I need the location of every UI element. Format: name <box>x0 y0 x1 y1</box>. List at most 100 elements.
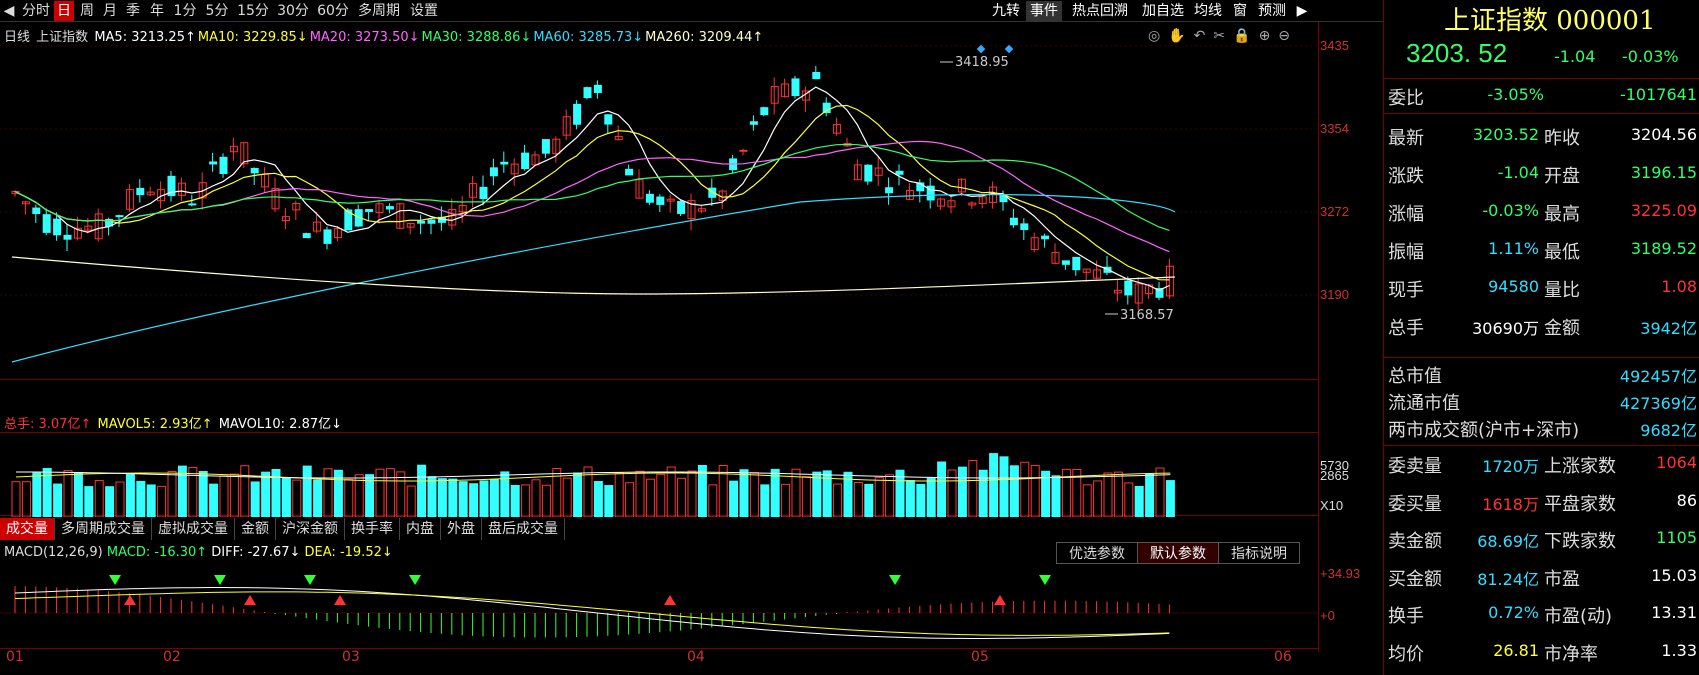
volume-bar <box>198 471 208 518</box>
chart-tool-icon-4[interactable]: 🔒 <box>1233 28 1251 44</box>
candle-body <box>1072 256 1081 271</box>
candle-body <box>448 209 457 226</box>
toolbar-period-7[interactable]: 1分 <box>173 3 197 19</box>
indicator-tab-3[interactable]: 金额 <box>235 518 276 540</box>
toolbar-right-0[interactable]: 九转 <box>992 3 1020 19</box>
quote-row-0: 最新 3203.52 昨收 3204.56 <box>1384 120 1699 150</box>
toolbar-period-9[interactable]: 15分 <box>237 3 269 19</box>
kline-chart[interactable]: 3418.95 3168.57 <box>0 22 1318 380</box>
volume-panel[interactable] <box>0 432 1318 518</box>
date-label-06: 06 <box>1274 649 1292 665</box>
toolbar-period-12[interactable]: 多周期 <box>358 3 400 19</box>
toolbar-period-6[interactable]: 年 <box>150 3 164 19</box>
kline-panel[interactable]: 3418.95 3168.57 <box>0 22 1318 380</box>
toolbar-period-13[interactable]: 设置 <box>410 3 438 19</box>
volume-bar <box>53 483 63 518</box>
toolbar-period-5[interactable]: 季 <box>126 3 140 19</box>
toolbar-prev[interactable]: ◀ <box>3 3 15 19</box>
candle-body <box>385 206 394 210</box>
quote-row-0: 委卖量 1720万 上涨家数 1064 <box>1384 448 1699 478</box>
candle-body <box>1041 235 1050 240</box>
volume-bar <box>677 477 687 518</box>
macd-chart[interactable] <box>0 565 1318 649</box>
toolbar-right-2[interactable]: 热点回溯 <box>1072 3 1128 19</box>
macd-param-button-1[interactable]: 默认参数 <box>1137 542 1219 564</box>
indicator-tab-8[interactable]: 盘后成交量 <box>482 518 565 540</box>
macd-param-buttons: 优选参数 默认参数 指标说明 <box>1056 542 1300 564</box>
chart-tool-icon-2[interactable]: ↶ <box>1193 28 1206 44</box>
quote-key2: 上涨家数 <box>1544 456 1616 477</box>
indicator-tab-4[interactable]: 沪深金额 <box>276 518 345 540</box>
chart-tool-icon-0[interactable]: ◎ <box>1148 28 1161 44</box>
volume-bar <box>1165 480 1175 518</box>
toolbar-period-11[interactable]: 60分 <box>317 3 349 19</box>
toolbar-period-3[interactable]: 周 <box>80 3 94 19</box>
dea-value: DEA: -19.52↓ <box>304 545 393 560</box>
toolbar-right-4[interactable]: 均线 <box>1194 3 1222 19</box>
indicator-tab-5[interactable]: 换手率 <box>345 518 400 540</box>
quote-value2: 86 <box>1676 490 1697 510</box>
candle-body <box>375 203 384 214</box>
candle-body <box>791 78 800 97</box>
candle-body <box>21 201 30 205</box>
candle-body <box>333 228 342 239</box>
ma-label-4: MA60: 3285.73↓ <box>533 30 644 45</box>
candle-body <box>937 198 946 207</box>
volume-bar <box>885 474 895 518</box>
toolbar-right-1[interactable]: 事件 <box>1026 1 1062 21</box>
sell-arrow-icon <box>109 575 121 585</box>
indicator-tab-2[interactable]: 虚拟成交量 <box>152 518 235 540</box>
macd-param-button-2[interactable]: 指标说明 <box>1218 542 1300 564</box>
macd-param-button-0[interactable]: 优选参数 <box>1056 542 1138 564</box>
volume-bar <box>916 483 926 518</box>
candle-body <box>614 135 623 140</box>
candle-body <box>1093 269 1102 279</box>
candle-body <box>687 200 696 220</box>
toolbar-period-2[interactable]: 日 <box>54 1 74 21</box>
volume-bar <box>250 481 260 518</box>
chart-tool-icon-6[interactable]: ⊖ <box>1278 28 1291 44</box>
candle-body <box>1051 252 1060 264</box>
candle-body <box>666 198 675 202</box>
toolbar-period-10[interactable]: 30分 <box>277 3 309 19</box>
toolbar-right-6[interactable]: 预测 <box>1258 3 1286 19</box>
chart-tool-icon-5[interactable]: ⊕ <box>1258 28 1271 44</box>
quote-key: 涨跌 <box>1388 166 1424 187</box>
quote-value2: 1.33 <box>1661 640 1697 660</box>
quote-change: -1.04 <box>1554 47 1596 66</box>
volume-bar <box>531 479 541 518</box>
indicator-tab-1[interactable]: 多周期成交量 <box>55 518 152 540</box>
buy-arrow-icon <box>124 595 136 605</box>
volume-bar <box>1051 475 1061 518</box>
candle-body <box>417 220 426 224</box>
candle-body <box>489 167 498 177</box>
chart-tool-icon-1[interactable]: ✋ <box>1168 28 1186 44</box>
volume-bar <box>749 471 759 518</box>
quote-value: -1.04 <box>1497 163 1539 182</box>
toolbar-period-8[interactable]: 5分 <box>205 3 229 19</box>
quote-row-5: 总手 30690万 金额 3942亿 <box>1384 310 1699 340</box>
toolbar-period-4[interactable]: 月 <box>103 3 117 19</box>
webi-row: 委比 -3.05% -1017641 <box>1384 80 1699 110</box>
indicator-tab-0[interactable]: 成交量 <box>0 518 55 540</box>
candle-body <box>73 227 82 239</box>
toolbar-right-3[interactable]: 加自选 <box>1142 3 1184 19</box>
cap-value: 427369亿 <box>1619 394 1697 413</box>
volume-bar <box>209 483 219 518</box>
panel-divider <box>1383 0 1384 675</box>
candle-body <box>344 209 353 231</box>
chart-tool-icon-3[interactable]: ✂ <box>1213 28 1226 44</box>
volume-chart[interactable] <box>0 433 1318 518</box>
toolbar-right-5[interactable]: 窗 <box>1233 3 1247 19</box>
candle-body <box>822 102 831 114</box>
toolbar-right-7[interactable]: ▶ <box>1296 3 1308 19</box>
indicator-tab-6[interactable]: 内盘 <box>400 518 441 540</box>
toolbar-period-1[interactable]: 分时 <box>22 3 50 19</box>
volume-bar <box>770 468 780 518</box>
volume-bar <box>157 485 167 518</box>
quote-row-2: 涨幅 -0.03% 最高 3225.09 <box>1384 196 1699 226</box>
quote-value2: 1.08 <box>1661 277 1697 296</box>
candle-body <box>177 182 186 196</box>
macd-panel[interactable] <box>0 565 1318 649</box>
indicator-tab-7[interactable]: 外盘 <box>441 518 482 540</box>
